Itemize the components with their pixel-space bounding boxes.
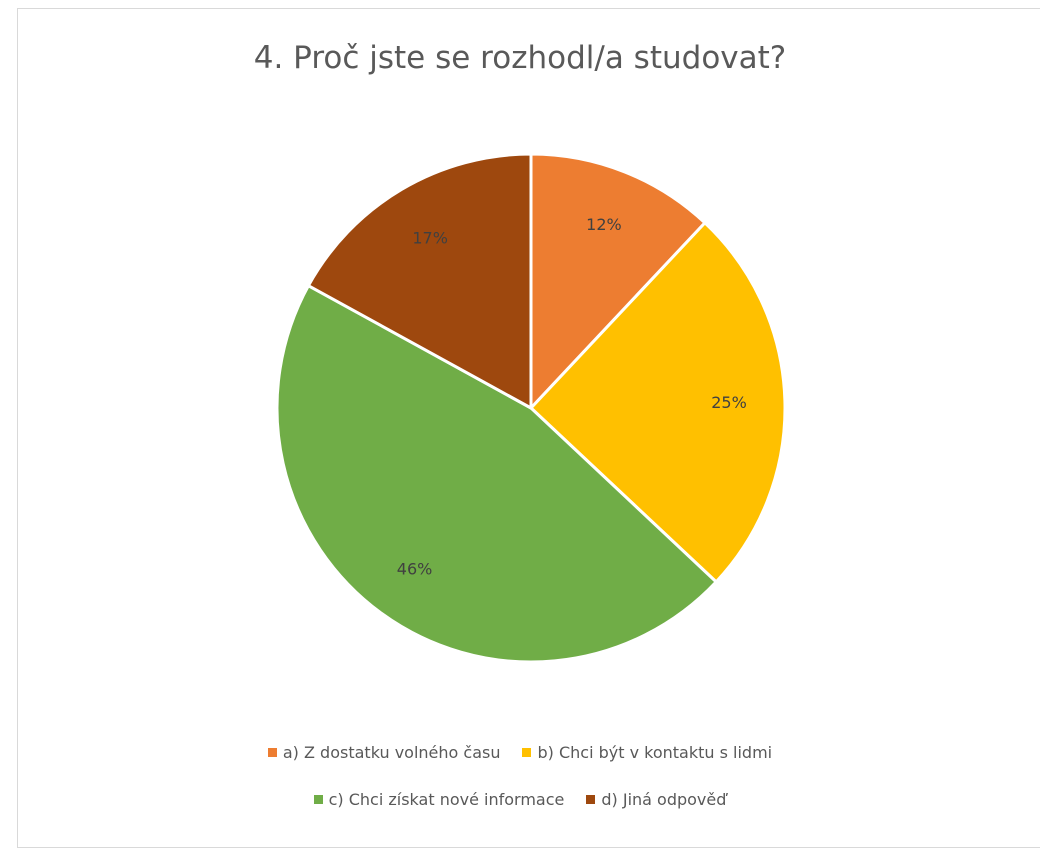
legend-label-b: b) Chci být v kontaktu s lidmi bbox=[537, 743, 773, 762]
chart-title: 4. Proč jste se rozhodl/a studovat? bbox=[253, 40, 787, 76]
legend-swatch-a bbox=[267, 748, 277, 757]
pie-slice-b bbox=[528, 220, 787, 584]
legend-item-a: a) Z dostatku volného času bbox=[267, 743, 501, 762]
legend-label-d: d) Jiná odpověď bbox=[601, 790, 727, 809]
legend-item-c: c) Chci získat nové informace bbox=[313, 790, 565, 809]
legend-label-c: c) Chci získat nové informace bbox=[328, 790, 565, 809]
legend-row-2: c) Chci získat nové informace d) Jiná od… bbox=[0, 790, 1040, 809]
pie-slice-c bbox=[275, 283, 719, 664]
legend-item-b: b) Chci být v kontaktu s lidmi bbox=[522, 743, 772, 762]
data-label-a: 12% bbox=[586, 215, 622, 234]
legend-label-a: a) Z dostatku volného času bbox=[282, 743, 501, 762]
pie-slice-a bbox=[529, 152, 707, 412]
data-label-b: 25% bbox=[711, 393, 747, 412]
legend-swatch-c bbox=[313, 795, 323, 804]
pie-chart: 12% 25% 46% 17% bbox=[275, 152, 787, 664]
legend-swatch-b bbox=[522, 748, 532, 757]
data-label-c: 46% bbox=[397, 559, 433, 578]
data-label-d: 17% bbox=[412, 228, 448, 247]
legend-item-d: d) Jiná odpověď bbox=[586, 790, 726, 809]
pie-slice-d bbox=[306, 152, 533, 411]
legend-swatch-d bbox=[586, 795, 596, 804]
legend-row-1: a) Z dostatku volného času b) Chci být v… bbox=[0, 743, 1040, 762]
